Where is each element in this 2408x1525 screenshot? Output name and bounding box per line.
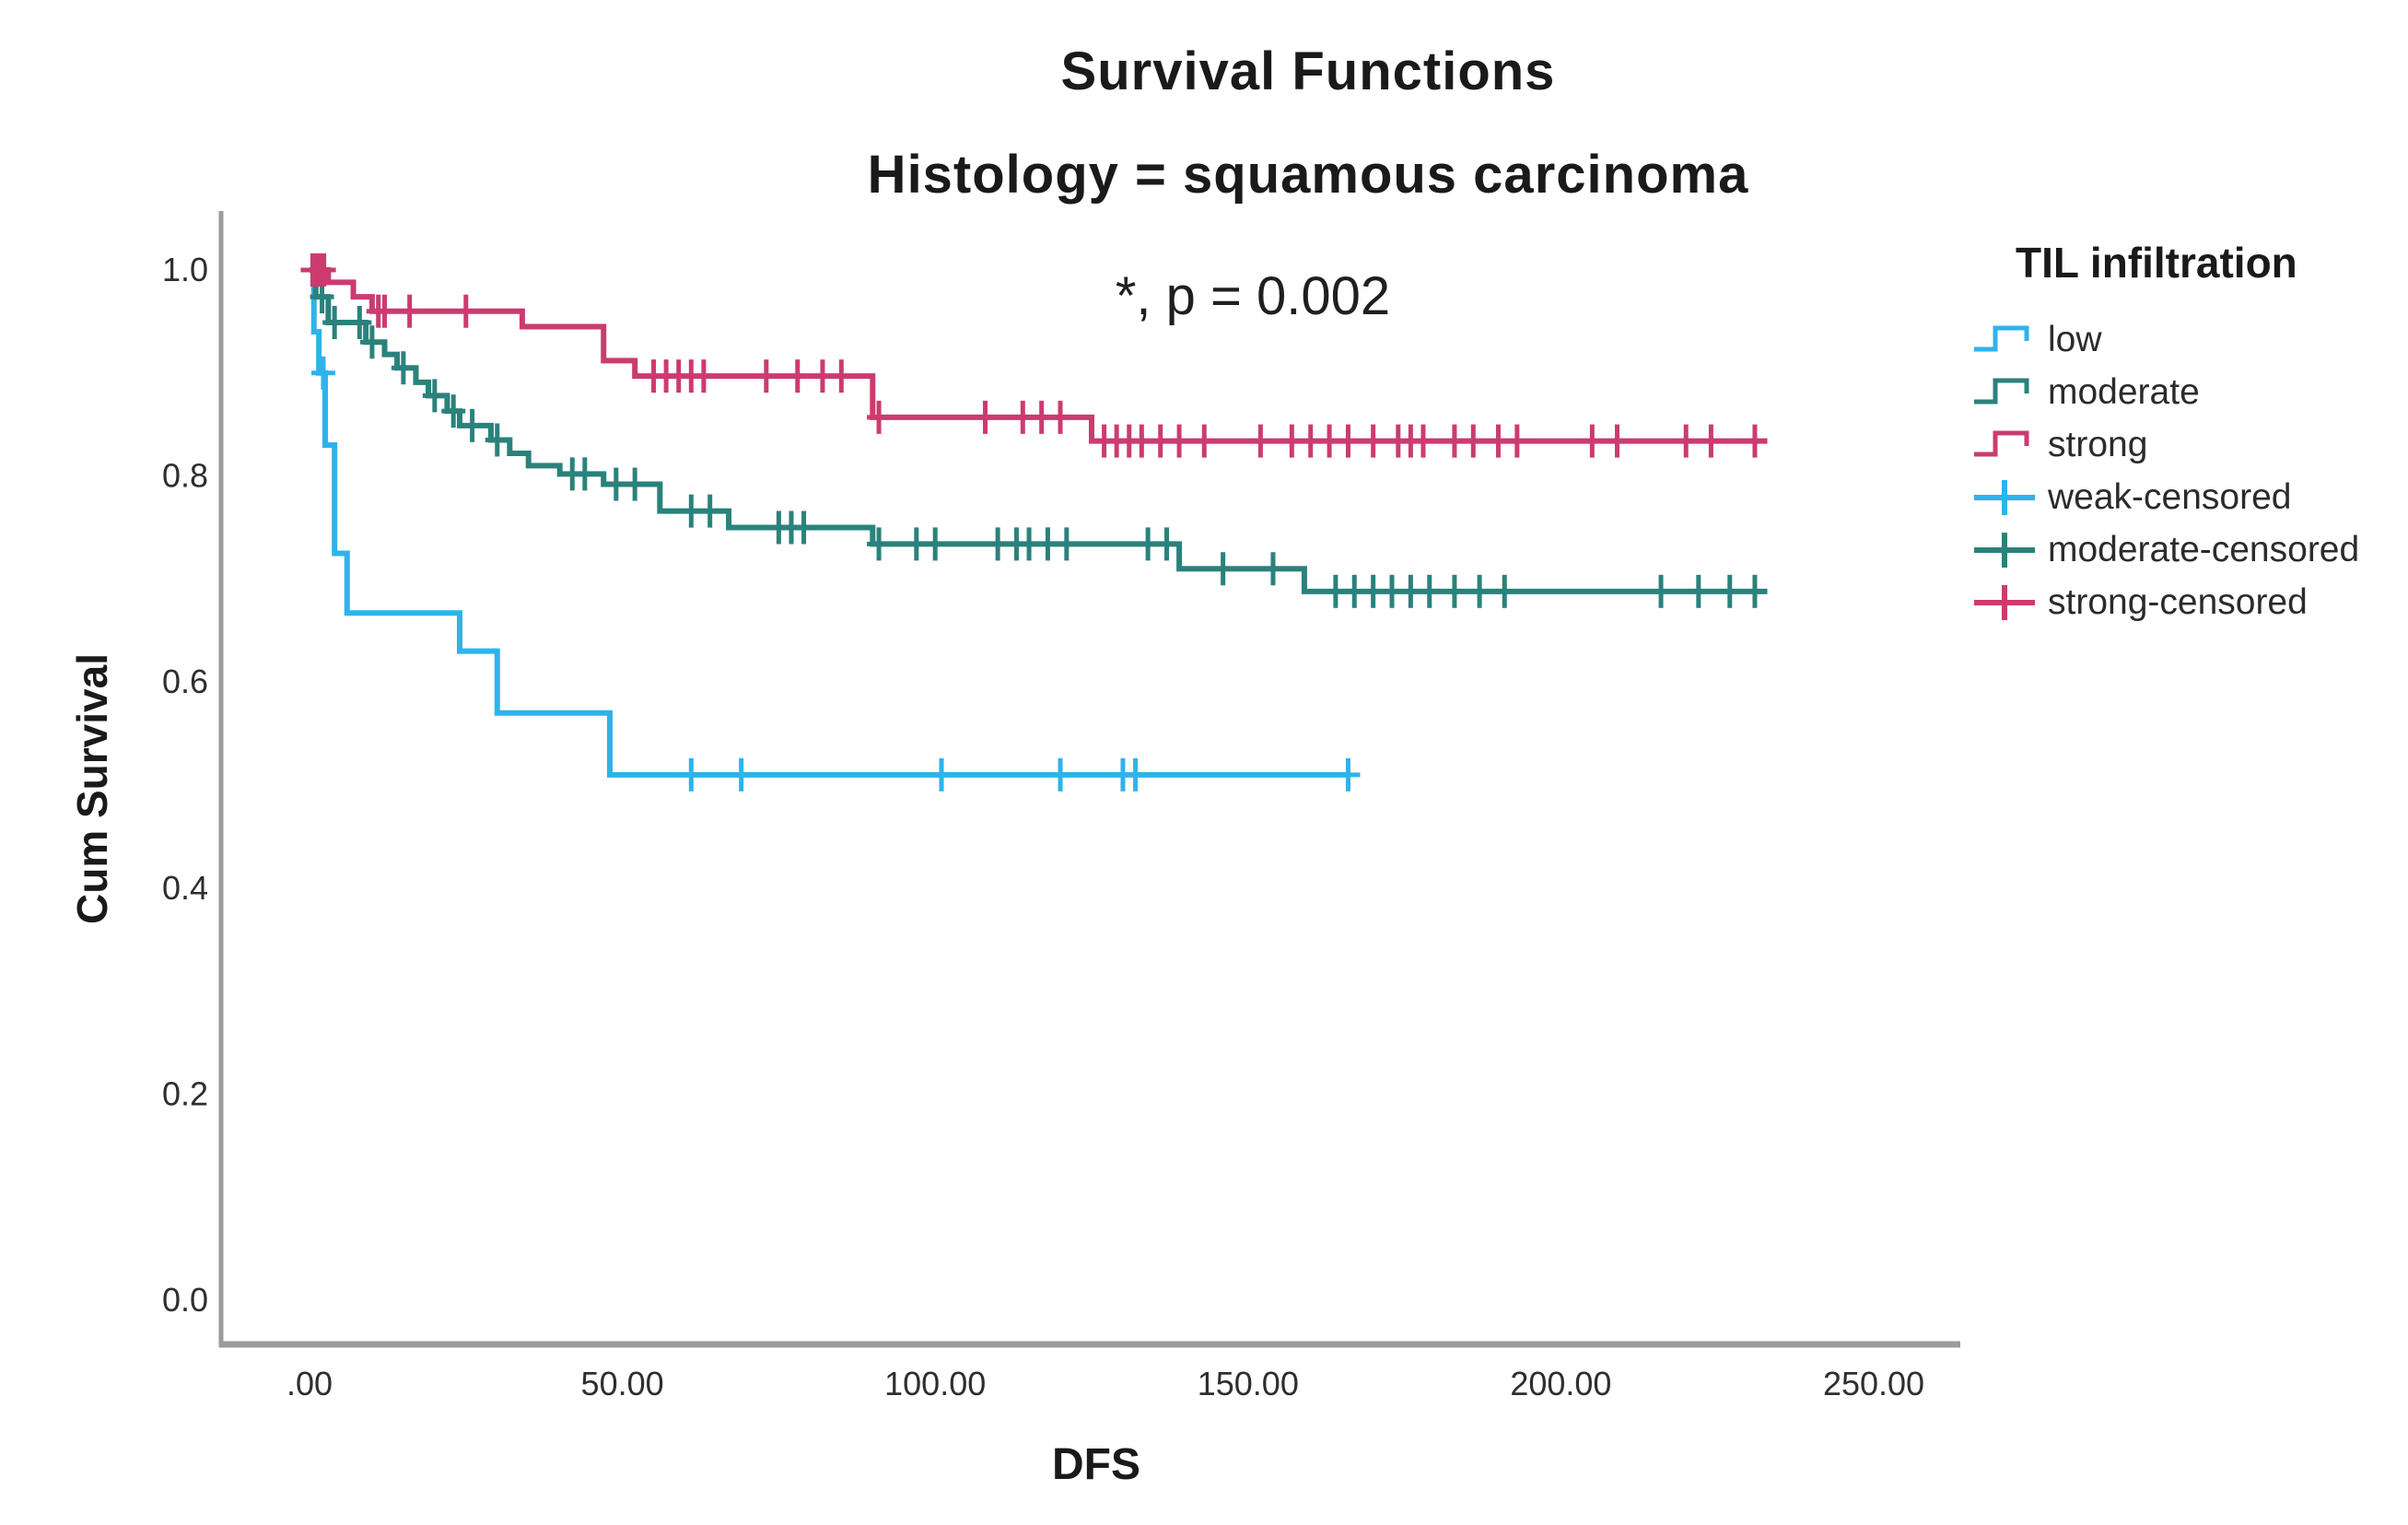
step-line-icon [1974, 325, 2029, 351]
km-curve-strong [310, 267, 1768, 444]
y-tick-label: 0.8 [162, 457, 208, 495]
legend-item-low: low [1971, 313, 2359, 366]
x-tick-label: 100.00 [884, 1365, 986, 1402]
legend: TIL infiltration low moderate strong weak-c… [1971, 238, 2359, 628]
legend-item-weak-censored: weak-censored [1971, 471, 2359, 523]
legend-rows: low moderate strong weak-censored moderate-c… [1971, 313, 2359, 628]
x-axis-title: DFS [1052, 1440, 1140, 1489]
y-tick-label: 0.0 [162, 1281, 208, 1319]
legend-label: moderate [2048, 371, 2200, 412]
censor-plus-icon [1974, 479, 2035, 515]
y-tick-label: 0.6 [162, 663, 208, 700]
step-line-icon [1974, 378, 2029, 404]
km-curve-low [310, 267, 1349, 778]
censor-plus-icon [1974, 532, 2035, 568]
legend-label: strong [2048, 424, 2148, 464]
chart-title: Survival Functions [1060, 41, 1556, 101]
chart-subtitle: Histology = squamous carcinoma [867, 145, 1749, 205]
x-tick-label: .00 [286, 1365, 333, 1402]
step-line-icon [1974, 430, 2029, 456]
legend-title: TIL infiltration [2016, 239, 2297, 287]
y-tick-label: 0.4 [162, 869, 208, 907]
legend-label: low [2048, 319, 2102, 359]
x-tick-label: 150.00 [1198, 1365, 1299, 1402]
x-tick-label: 250.00 [1823, 1365, 1924, 1402]
legend-item-moderate: moderate [1971, 366, 2359, 418]
legend-item-strong-censored: strong-censored [1971, 576, 2359, 628]
p-value-annotation: *, p = 0.002 [1115, 266, 1391, 326]
legend-label: strong-censored [2048, 581, 2308, 622]
legend-item-moderate-censored: moderate-censored [1971, 523, 2359, 576]
y-tick-label: 1.0 [162, 251, 208, 288]
legend-item-strong: strong [1971, 418, 2359, 471]
y-tick-label: 0.2 [162, 1074, 208, 1112]
x-tick-label: 50.00 [581, 1365, 664, 1402]
censor-plus-icon [1974, 584, 2035, 620]
legend-label: moderate-censored [2048, 529, 2360, 569]
x-tick-label: 200.00 [1510, 1365, 1611, 1402]
legend-label: weak-censored [2048, 476, 2292, 517]
